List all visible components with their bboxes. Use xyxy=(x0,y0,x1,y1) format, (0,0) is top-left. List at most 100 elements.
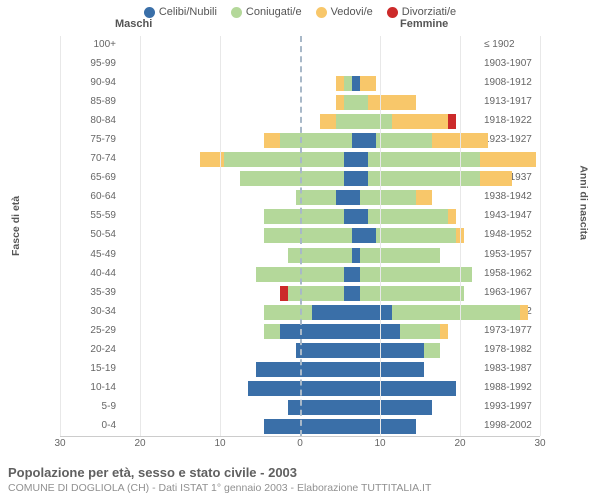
y-axis-left-title: Fasce di età xyxy=(10,196,22,256)
header-male: Maschi xyxy=(115,18,152,30)
bar-female xyxy=(360,305,528,320)
bar-male xyxy=(256,267,360,282)
age-label: 55-59 xyxy=(60,210,116,221)
seg-coniugati xyxy=(360,95,368,110)
seg-coniugati xyxy=(224,152,344,167)
seg-celibi xyxy=(264,419,360,434)
legend-item: Celibi/Nubili xyxy=(144,6,217,18)
legend-item: Divorziati/e xyxy=(387,6,456,18)
x-tick: 20 xyxy=(134,438,145,449)
bar-male xyxy=(256,362,360,377)
seg-celibi xyxy=(360,209,368,224)
bar-male xyxy=(264,305,360,320)
age-label: 70-74 xyxy=(60,153,116,164)
gridline xyxy=(380,36,381,436)
seg-celibi xyxy=(256,362,360,377)
birth-label: 1973-1977 xyxy=(484,325,540,336)
bar-male xyxy=(288,248,360,263)
bar-male xyxy=(264,133,360,148)
seg-vedovi xyxy=(440,324,448,339)
bar-female xyxy=(360,419,416,434)
birth-label: 1953-1957 xyxy=(484,249,540,260)
bar-female xyxy=(360,362,424,377)
seg-celibi xyxy=(360,171,368,186)
x-axis: 3020100102030 xyxy=(60,438,540,454)
bar-male xyxy=(336,95,360,110)
bar-female xyxy=(360,400,432,415)
seg-celibi xyxy=(248,381,360,396)
x-tick: 0 xyxy=(297,438,303,449)
legend-item: Coniugati/e xyxy=(231,6,302,18)
seg-vedovi xyxy=(336,95,344,110)
plot-area: 100+≤ 190295-991903-190790-941908-191285… xyxy=(60,36,540,437)
seg-celibi xyxy=(344,267,360,282)
age-label: 30-34 xyxy=(60,306,116,317)
seg-celibi xyxy=(360,228,376,243)
seg-celibi xyxy=(360,381,456,396)
birth-label: 1978-1982 xyxy=(484,344,540,355)
birth-label: 1923-1927 xyxy=(484,134,540,145)
age-label: 95-99 xyxy=(60,58,116,69)
seg-celibi xyxy=(288,400,360,415)
x-tick: 30 xyxy=(534,438,545,449)
gridline xyxy=(60,36,61,436)
age-label: 90-94 xyxy=(60,77,116,88)
seg-coniugati xyxy=(400,324,440,339)
seg-vedovi xyxy=(448,209,456,224)
seg-coniugati xyxy=(376,228,456,243)
bar-female xyxy=(360,152,536,167)
age-label: 100+ xyxy=(60,39,116,50)
seg-celibi xyxy=(336,190,360,205)
x-tick: 30 xyxy=(54,438,65,449)
seg-vedovi xyxy=(392,114,448,129)
chart-subtitle: COMUNE DI DOGLIOLA (CH) - Dati ISTAT 1° … xyxy=(8,482,431,494)
seg-coniugati xyxy=(344,95,360,110)
y-axis-right-title: Anni di nascita xyxy=(578,165,590,240)
birth-label: 1948-1952 xyxy=(484,229,540,240)
seg-celibi xyxy=(360,400,432,415)
age-label: 50-54 xyxy=(60,229,116,240)
age-label: 45-49 xyxy=(60,249,116,260)
birth-label: 1913-1917 xyxy=(484,96,540,107)
legend-swatch xyxy=(387,7,398,18)
seg-coniugati xyxy=(360,114,392,129)
age-label: 15-19 xyxy=(60,363,116,374)
bar-female xyxy=(360,286,464,301)
seg-coniugati xyxy=(336,114,360,129)
bar-male xyxy=(248,381,360,396)
seg-celibi xyxy=(344,171,360,186)
age-label: 40-44 xyxy=(60,268,116,279)
bar-male xyxy=(264,209,360,224)
bar-female xyxy=(360,190,432,205)
bar-male xyxy=(296,190,360,205)
bar-male xyxy=(200,152,360,167)
bar-male xyxy=(320,114,360,129)
seg-celibi xyxy=(360,152,368,167)
seg-vedovi xyxy=(336,76,344,91)
birth-label: 1963-1967 xyxy=(484,287,540,298)
birth-label: ≤ 1902 xyxy=(484,39,540,50)
age-label: 75-79 xyxy=(60,134,116,145)
bar-female xyxy=(360,267,472,282)
gridline xyxy=(540,36,541,436)
seg-celibi xyxy=(360,133,376,148)
bar-male xyxy=(288,400,360,415)
seg-coniugati xyxy=(424,343,440,358)
seg-celibi xyxy=(360,305,392,320)
bar-female xyxy=(360,228,464,243)
gridline xyxy=(220,36,221,436)
chart-title: Popolazione per età, sesso e stato civil… xyxy=(8,465,431,480)
age-label: 80-84 xyxy=(60,115,116,126)
seg-celibi xyxy=(296,343,360,358)
birth-label: 1943-1947 xyxy=(484,210,540,221)
bar-male xyxy=(264,228,360,243)
seg-coniugati xyxy=(288,286,344,301)
seg-vedovi xyxy=(320,114,336,129)
x-tick: 10 xyxy=(214,438,225,449)
x-tick: 10 xyxy=(374,438,385,449)
age-label: 35-39 xyxy=(60,287,116,298)
seg-celibi xyxy=(344,286,360,301)
age-label: 25-29 xyxy=(60,325,116,336)
seg-coniugati xyxy=(280,133,352,148)
birth-label: 1903-1907 xyxy=(484,58,540,69)
